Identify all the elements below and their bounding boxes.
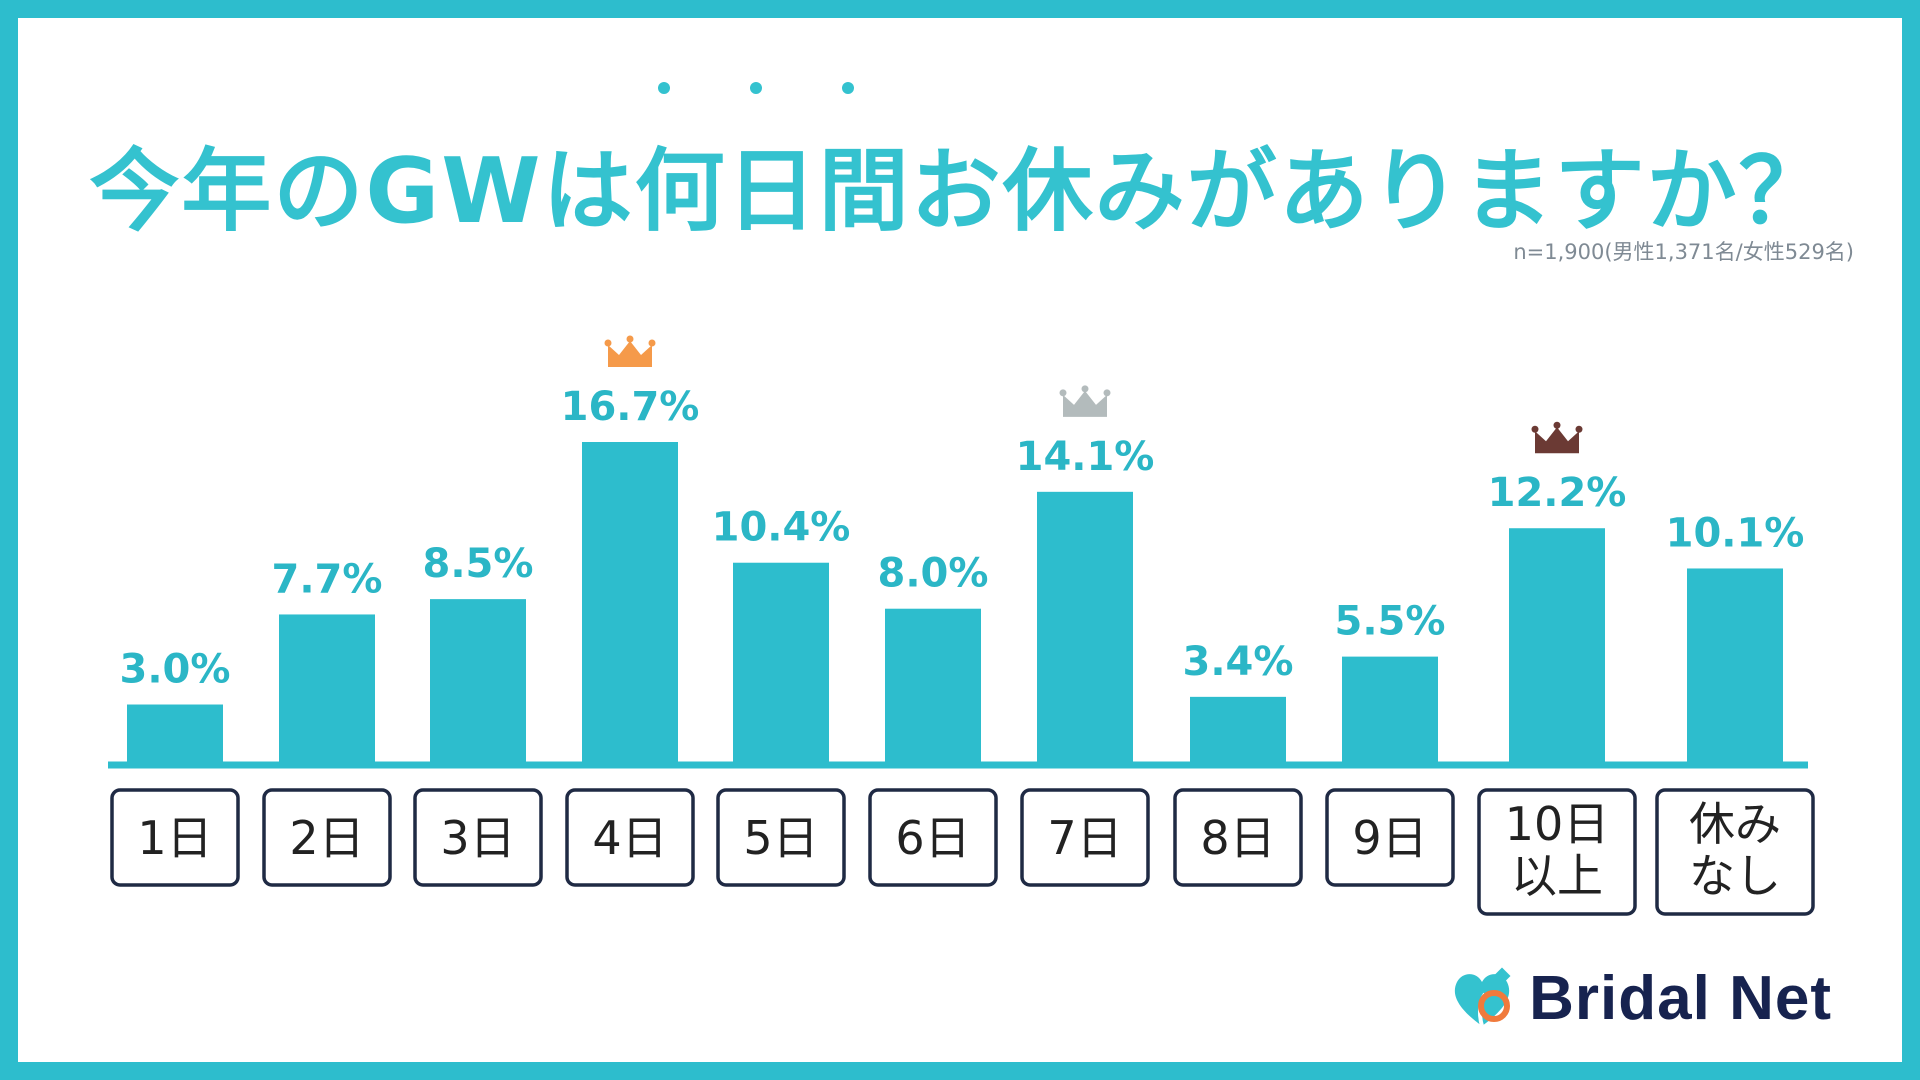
heart-ring-icon <box>1455 967 1511 1027</box>
data-label: 12.2% <box>1488 470 1627 516</box>
data-label: 14.1% <box>1016 434 1155 480</box>
crown-silver-icon <box>1063 390 1107 417</box>
category-label: 6日 <box>895 811 970 865</box>
category-label-box <box>716 788 846 887</box>
brand-logo: Bridal Net <box>1449 963 1832 1034</box>
bar <box>430 599 526 762</box>
crown-jewel <box>1531 425 1539 433</box>
data-label: 10.4% <box>712 505 851 551</box>
bar <box>127 704 223 762</box>
category-label-box <box>413 788 543 887</box>
category-label: 3日 <box>440 811 515 865</box>
crown-jewel <box>1081 385 1089 393</box>
category-label-box <box>1325 788 1455 887</box>
emphasis-dot <box>750 82 762 94</box>
brand-name: Bridal Net <box>1529 964 1832 1033</box>
crown-jewel <box>648 339 656 347</box>
category-label-line: なし <box>1689 849 1781 903</box>
crown-jewel <box>626 335 634 343</box>
sample-size-note: n=1,900(男性1,371名/女性529名) <box>1513 240 1854 264</box>
crown-jewel <box>1575 425 1583 433</box>
category-label: 休みなし <box>1689 797 1781 903</box>
crown-jewel <box>1059 389 1067 397</box>
category-label: 1日 <box>137 811 212 865</box>
bar <box>1509 528 1605 762</box>
category-label-box <box>1173 788 1303 887</box>
bar <box>279 614 375 762</box>
data-label: 8.5% <box>423 541 534 587</box>
emphasis-dot <box>842 82 854 94</box>
category-label-box <box>868 788 998 887</box>
category-label: 4日 <box>592 811 667 865</box>
crown-gold-icon <box>608 341 652 367</box>
data-label: 3.4% <box>1183 639 1294 685</box>
crown-bronze-icon <box>1535 427 1579 454</box>
bar <box>885 608 981 762</box>
data-label: 8.0% <box>878 551 989 597</box>
category-label-box <box>1477 788 1637 916</box>
bar <box>582 442 678 762</box>
bar <box>733 562 829 762</box>
category-label-line: 以上 <box>1511 849 1603 903</box>
category-label-box <box>1020 788 1150 887</box>
category-label-line: 休み <box>1689 797 1781 851</box>
bar <box>1687 568 1783 762</box>
category-label-box <box>1655 788 1815 916</box>
category-label: 2日 <box>289 811 364 865</box>
category-label: 9日 <box>1352 811 1427 865</box>
category-label-box <box>262 788 392 887</box>
bar <box>1342 656 1438 762</box>
crown-jewel <box>1553 421 1561 429</box>
category-label-box <box>565 788 695 887</box>
data-label: 16.7% <box>561 384 700 430</box>
data-label: 7.7% <box>272 556 383 602</box>
category-label-box <box>110 788 240 887</box>
bar <box>1190 696 1286 762</box>
category-label-line: 10日 <box>1505 797 1610 851</box>
category-label: 10日以上 <box>1505 797 1610 903</box>
data-label: 5.5% <box>1335 599 1446 645</box>
category-label: 5日 <box>743 811 818 865</box>
data-label: 3.0% <box>120 647 231 693</box>
category-label: 7日 <box>1047 811 1122 865</box>
crown-jewel <box>604 339 612 347</box>
emphasis-dot <box>658 82 670 94</box>
category-label: 8日 <box>1200 811 1275 865</box>
data-label: 10.1% <box>1666 510 1805 556</box>
bar <box>1037 491 1133 762</box>
page-title: 今年のGWは何日間お休みがありますか？ <box>89 139 1831 244</box>
crown-jewel <box>1103 389 1111 397</box>
